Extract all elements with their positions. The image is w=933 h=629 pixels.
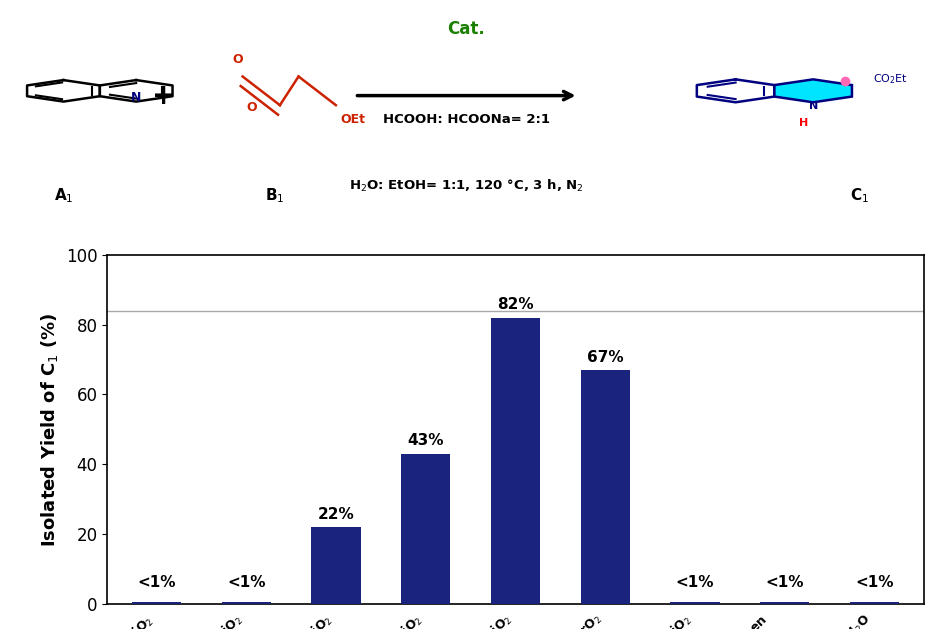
Text: <1%: <1% bbox=[675, 575, 714, 590]
Bar bbox=[670, 602, 719, 604]
Bar bbox=[132, 602, 181, 604]
Text: 82%: 82% bbox=[497, 298, 534, 313]
Text: 22%: 22% bbox=[317, 507, 355, 522]
Text: CO$_2$Et: CO$_2$Et bbox=[872, 72, 908, 86]
Text: H$_2$O: EtOH= 1:1, 120 °C, 3 h, N$_2$: H$_2$O: EtOH= 1:1, 120 °C, 3 h, N$_2$ bbox=[349, 179, 584, 194]
Text: <1%: <1% bbox=[137, 575, 176, 590]
Text: C$_1$: C$_1$ bbox=[850, 187, 870, 205]
Bar bbox=[401, 454, 451, 604]
Text: <1%: <1% bbox=[855, 575, 894, 590]
Text: Cat.: Cat. bbox=[448, 19, 485, 38]
Bar bbox=[850, 602, 899, 604]
Text: B$_1$: B$_1$ bbox=[266, 187, 285, 205]
Text: 67%: 67% bbox=[587, 350, 623, 365]
Bar bbox=[580, 370, 630, 604]
Text: N: N bbox=[809, 101, 818, 111]
Bar bbox=[491, 318, 540, 604]
Text: A$_1$: A$_1$ bbox=[53, 187, 74, 205]
Polygon shape bbox=[774, 79, 852, 103]
Text: <1%: <1% bbox=[227, 575, 266, 590]
Text: HCOOH: HCOONa= 2:1: HCOOH: HCOONa= 2:1 bbox=[383, 113, 550, 126]
Text: 43%: 43% bbox=[408, 433, 444, 448]
Bar bbox=[222, 602, 271, 604]
Text: O: O bbox=[246, 101, 258, 114]
Text: +: + bbox=[151, 82, 175, 109]
Text: <1%: <1% bbox=[765, 575, 804, 590]
Bar bbox=[312, 527, 361, 604]
Bar bbox=[760, 602, 809, 604]
Text: H: H bbox=[800, 118, 809, 128]
Y-axis label: Isolated Yield of C$_1$ (%): Isolated Yield of C$_1$ (%) bbox=[39, 312, 61, 547]
Text: OEt: OEt bbox=[341, 113, 366, 126]
Text: O: O bbox=[232, 53, 244, 66]
Text: N: N bbox=[131, 91, 142, 104]
